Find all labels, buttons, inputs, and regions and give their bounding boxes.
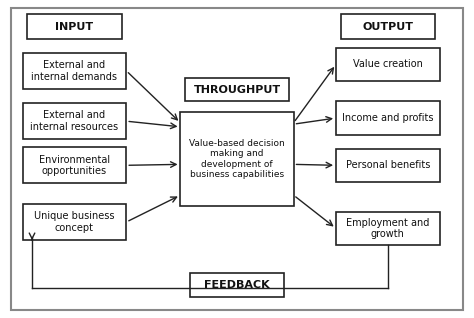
Text: INPUT: INPUT: [55, 22, 93, 31]
Text: Employment and
growth: Employment and growth: [346, 218, 429, 239]
Text: External and
internal resources: External and internal resources: [30, 110, 118, 132]
FancyBboxPatch shape: [336, 48, 439, 81]
Text: Income and profits: Income and profits: [342, 113, 434, 123]
Text: Unique business
concept: Unique business concept: [34, 211, 115, 233]
FancyBboxPatch shape: [27, 14, 121, 39]
Text: External and
internal demands: External and internal demands: [31, 60, 118, 81]
Text: FEEDBACK: FEEDBACK: [204, 280, 270, 290]
FancyBboxPatch shape: [190, 273, 284, 297]
FancyBboxPatch shape: [23, 52, 126, 89]
FancyBboxPatch shape: [181, 112, 293, 206]
Text: Value-based decision
making and
development of
business capabilities: Value-based decision making and developm…: [189, 139, 285, 179]
Text: Environmental
opportunities: Environmental opportunities: [39, 155, 110, 176]
FancyBboxPatch shape: [336, 212, 439, 245]
Text: Personal benefits: Personal benefits: [346, 160, 430, 170]
Text: THROUGHPUT: THROUGHPUT: [193, 85, 281, 95]
Text: Value creation: Value creation: [353, 59, 423, 69]
FancyBboxPatch shape: [11, 8, 463, 310]
FancyBboxPatch shape: [336, 101, 439, 135]
FancyBboxPatch shape: [341, 14, 435, 39]
FancyBboxPatch shape: [23, 204, 126, 240]
Text: OUTPUT: OUTPUT: [362, 22, 413, 31]
FancyBboxPatch shape: [185, 78, 289, 101]
FancyBboxPatch shape: [23, 147, 126, 183]
FancyBboxPatch shape: [23, 103, 126, 139]
FancyBboxPatch shape: [336, 149, 439, 182]
